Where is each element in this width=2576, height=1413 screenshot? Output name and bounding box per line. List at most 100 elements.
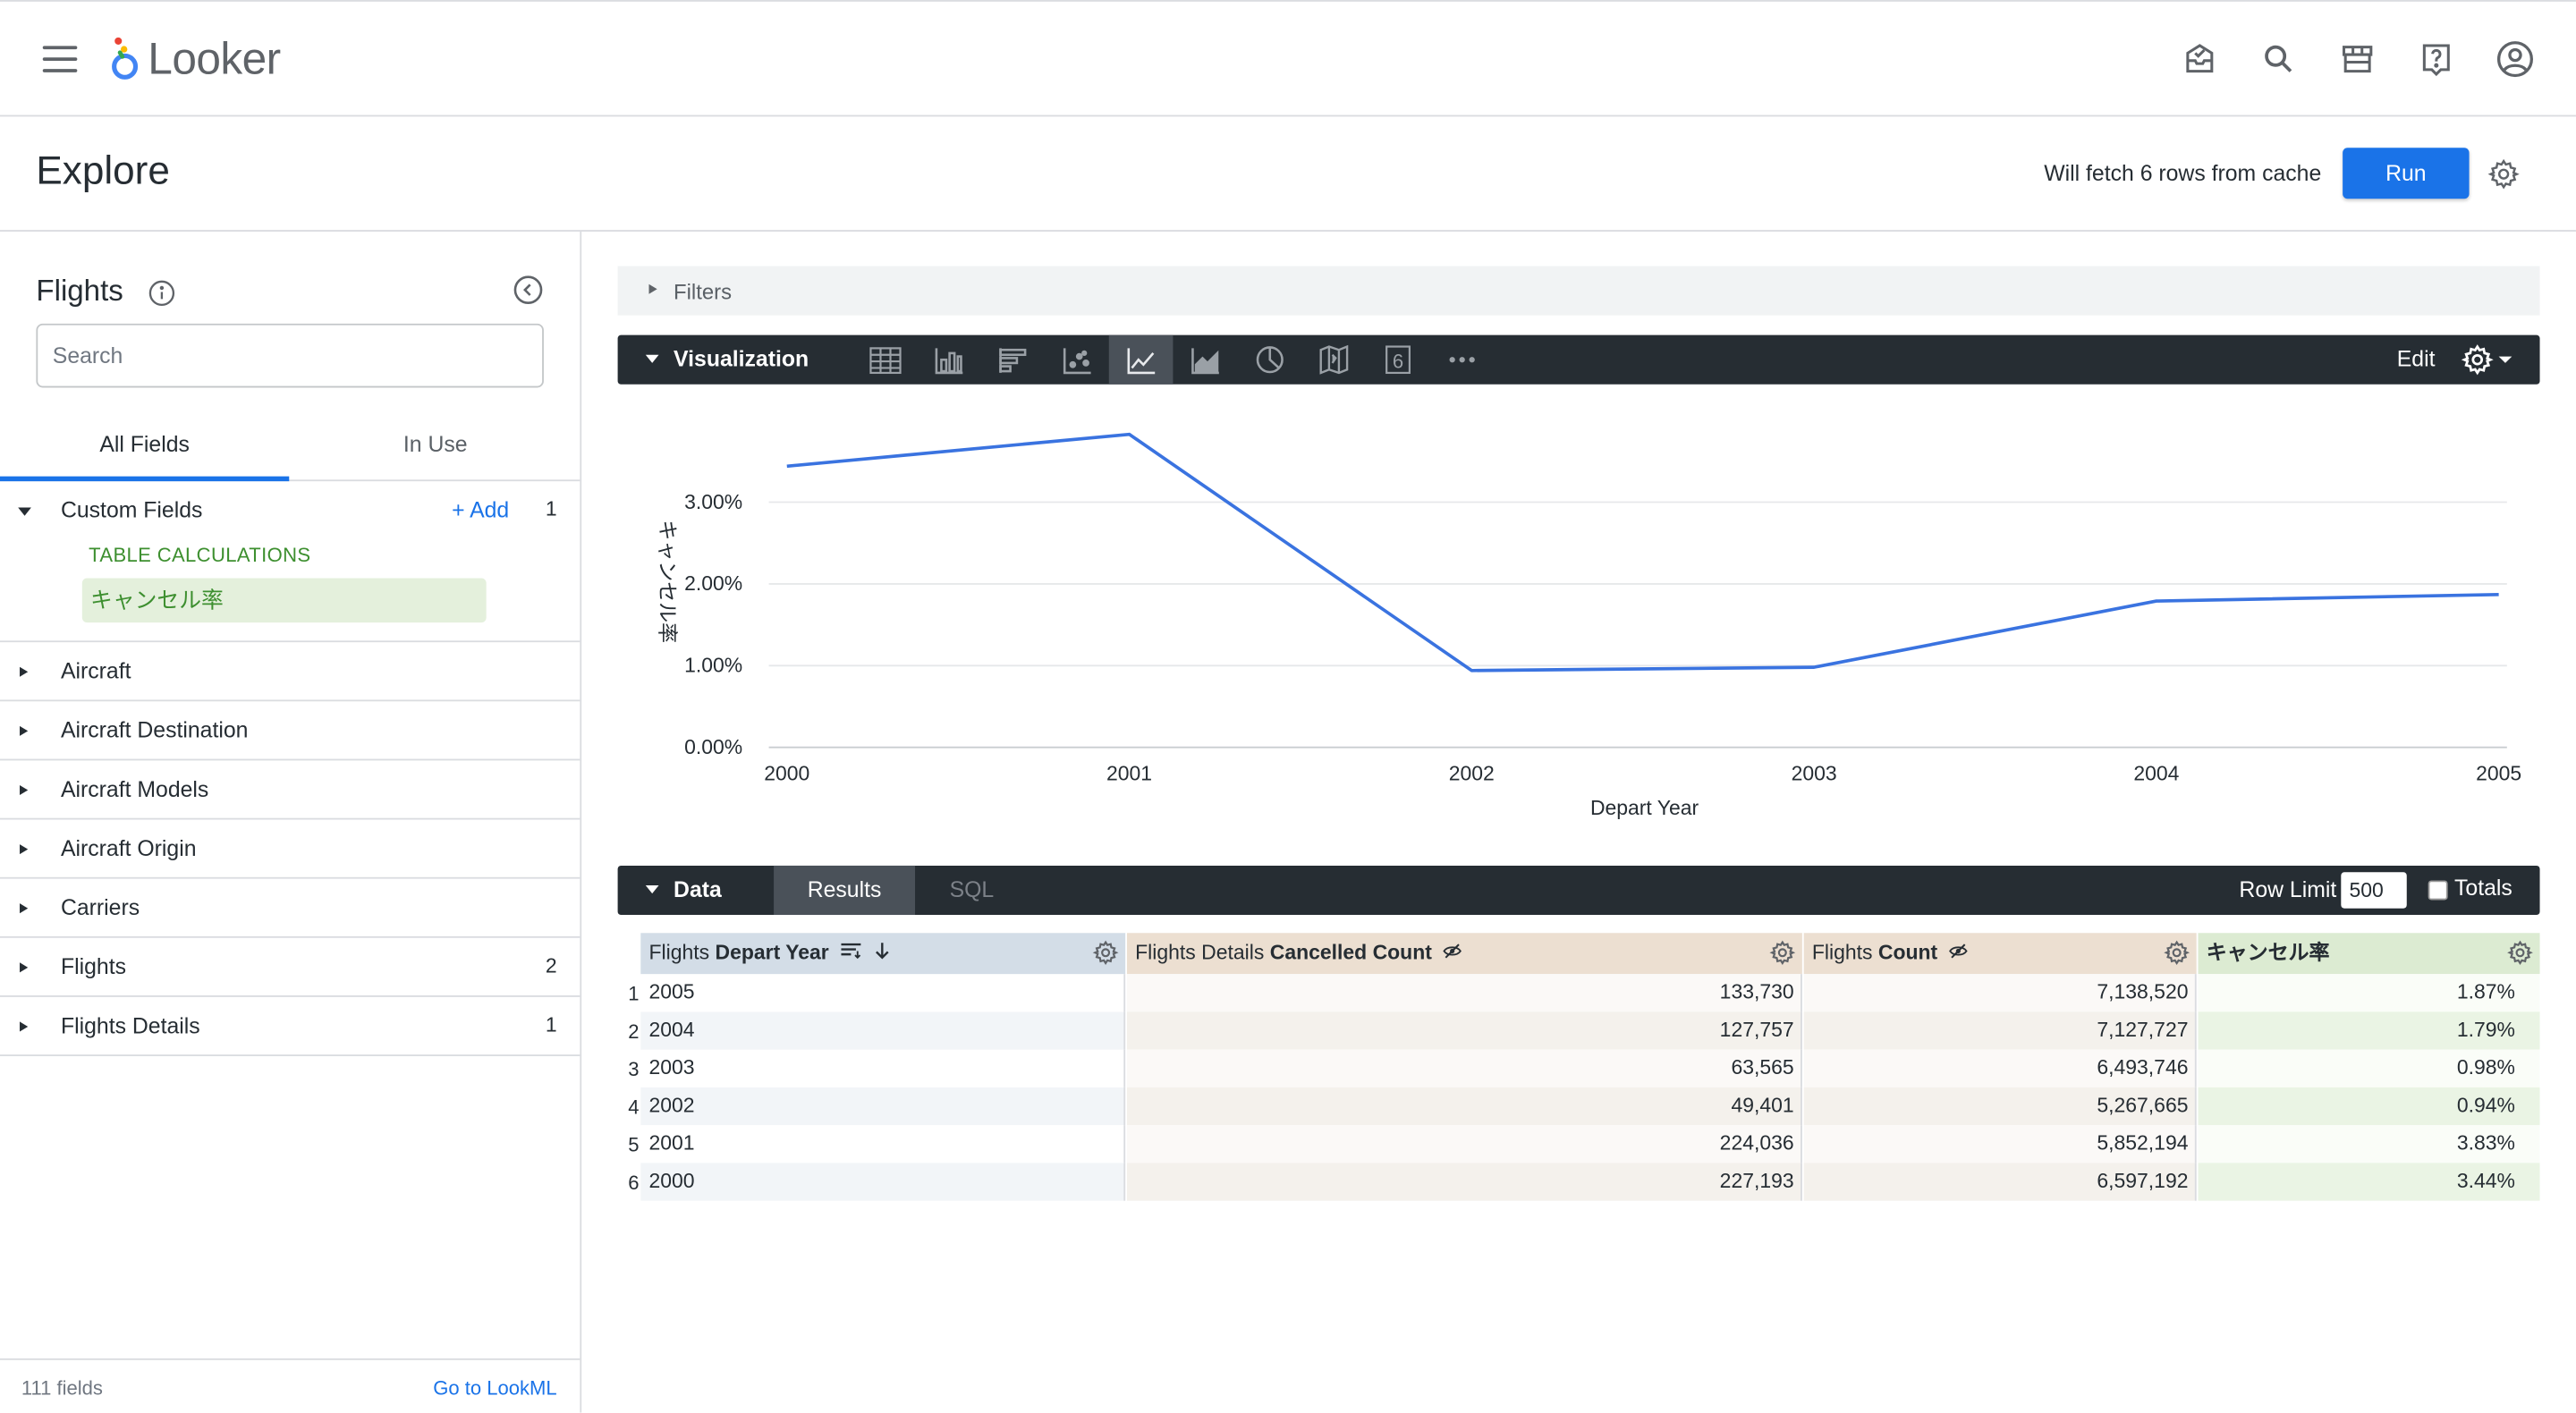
view-label: Flights [60,954,126,979]
pie-chart-icon[interactable] [1237,335,1301,385]
cell-depart-year[interactable]: 2002 [640,1087,1126,1126]
info-icon[interactable] [148,279,175,307]
cell-cancelled-count[interactable]: 127,757 [1126,1011,1802,1050]
cell-flights-count[interactable]: 7,127,727 [1803,1011,2197,1050]
tab-in-use[interactable]: In Use [402,432,468,457]
cell-cancel-rate[interactable]: 1.87% [2198,974,2540,1012]
row-limit-label: Row Limit [2239,876,2337,902]
view-row-aircraft-destination[interactable]: Aircraft Destination [0,701,580,761]
view-label: Aircraft Origin [60,835,197,861]
collapse-sidebar-icon[interactable] [513,275,544,306]
hidden-eye-icon[interactable] [1948,943,1968,959]
cell-depart-year[interactable]: 2005 [640,974,1126,1012]
cell-cancel-rate[interactable]: 3.83% [2198,1125,2540,1163]
in-use-count: 1 [545,1013,557,1036]
table-icon[interactable] [852,335,917,385]
view-row-aircraft-models[interactable]: Aircraft Models [0,760,580,820]
y-axis-title: キャンセル率 [655,520,678,643]
series-line [786,432,2499,673]
looker-logo[interactable]: Looker [110,34,281,84]
marketplace-icon[interactable] [2336,38,2379,80]
column-chart-icon[interactable] [917,335,981,385]
explore-settings-gear-icon[interactable] [2487,157,2521,190]
cell-cancel-rate[interactable]: 0.98% [2198,1049,2540,1087]
chevron-down-icon[interactable] [18,507,31,516]
cell-flights-count[interactable]: 5,852,194 [1803,1125,2197,1163]
column-header-depart-year[interactable]: Flights Depart Year [640,933,1126,975]
field-search-input[interactable] [36,323,544,388]
table-calculation-item[interactable]: キャンセル率 [81,578,487,623]
cell-depart-year[interactable]: 2003 [640,1049,1126,1087]
go-to-lookml-link[interactable]: Go to LookML [433,1376,557,1400]
cell-flights-count[interactable]: 6,597,192 [1803,1163,2197,1201]
filters-section-toggle[interactable]: Filters [617,266,2540,316]
cell-flights-count[interactable]: 5,267,665 [1803,1087,2197,1126]
custom-fields-label[interactable]: Custom Fields [60,497,203,523]
add-custom-field-button[interactable]: + Add [452,497,510,523]
cell-cancel-rate[interactable]: 0.94% [2198,1087,2540,1126]
chevron-right-icon [648,283,657,294]
column-gear-icon[interactable] [1092,940,1119,966]
table-row: 4 2002 49,401 5,267,665 0.94% [618,1087,2540,1126]
x-tick-label: 2001 [1106,761,1152,784]
row-limit-input[interactable] [2341,872,2407,909]
cell-cancelled-count[interactable]: 133,730 [1126,974,1802,1012]
line-chart-icon[interactable] [1108,334,1174,385]
cell-cancelled-count[interactable]: 63,565 [1126,1049,1802,1087]
cell-cancel-rate[interactable]: 1.79% [2198,1011,2540,1050]
results-table: Flights Depart Year Flights Details Canc… [618,933,2540,1201]
visualization-gear-icon[interactable] [2461,342,2513,377]
sort-descending-icon[interactable] [873,941,889,960]
cell-flights-count[interactable]: 7,138,520 [1803,974,2197,1012]
column-header-cancelled-count[interactable]: Flights Details Cancelled Count [1126,933,1802,975]
cell-depart-year[interactable]: 2000 [640,1163,1126,1201]
view-row-flights[interactable]: Flights 2 [0,938,580,997]
tab-sql[interactable]: SQL [949,876,995,902]
row-number: 2 [628,1020,640,1044]
map-icon[interactable] [1301,335,1366,385]
scatter-icon[interactable] [1045,335,1109,385]
run-button[interactable]: Run [2343,148,2470,199]
chevron-down-icon[interactable] [645,884,659,894]
cell-cancel-rate[interactable]: 3.44% [2198,1163,2540,1201]
hidden-eye-icon[interactable] [1443,943,1462,959]
view-row-aircraft-origin[interactable]: Aircraft Origin [0,820,580,879]
search-icon[interactable] [2258,38,2301,80]
totals-label[interactable]: Totals [2454,875,2512,901]
chevron-right-icon [20,844,29,855]
totals-checkbox[interactable] [2428,880,2448,901]
cell-depart-year[interactable]: 2004 [640,1011,1126,1050]
column-header-flights-count[interactable]: Flights Count [1803,933,2197,975]
column-header-cancel-rate[interactable]: キャンセル率 [2198,933,2540,975]
data-bar: Data Results SQL Row Limit Totals [617,865,2540,916]
account-icon[interactable] [2494,38,2537,80]
cell-cancelled-count[interactable]: 227,193 [1126,1163,1802,1201]
page-title: Explore [36,149,170,194]
column-gear-icon[interactable] [2164,940,2190,966]
column-gear-icon[interactable] [1769,940,1796,966]
hamburger-menu-icon[interactable] [42,46,78,72]
cell-cancelled-count[interactable]: 224,036 [1126,1125,1802,1163]
bar-chart-icon[interactable] [981,335,1046,385]
tab-results[interactable]: Results [774,865,916,916]
tab-all-fields[interactable]: All Fields [0,416,290,482]
view-label: Aircraft Models [60,776,209,802]
view-row-carriers[interactable]: Carriers [0,879,580,938]
data-label[interactable]: Data [674,876,722,902]
column-gear-icon[interactable] [2507,940,2533,966]
single-value-icon[interactable]: 6 [1365,335,1429,385]
chevron-down-icon[interactable] [645,354,659,363]
visualization-label[interactable]: Visualization [674,346,809,372]
cell-depart-year[interactable]: 2001 [640,1125,1126,1163]
cell-flights-count[interactable]: 6,493,746 [1803,1049,2197,1087]
area-chart-icon[interactable] [1173,335,1237,385]
more-icon[interactable] [1429,335,1494,385]
y-tick-label: 2.00% [684,571,742,595]
view-row-flights-details[interactable]: Flights Details 1 [0,997,580,1056]
view-row-aircraft[interactable]: Aircraft [0,642,580,702]
help-icon[interactable] [2415,38,2458,80]
edit-visualization-button[interactable]: Edit [2396,346,2436,372]
cell-cancelled-count[interactable]: 49,401 [1126,1087,1802,1126]
inbox-icon[interactable] [2178,38,2221,80]
pivot-icon[interactable] [841,943,861,960]
